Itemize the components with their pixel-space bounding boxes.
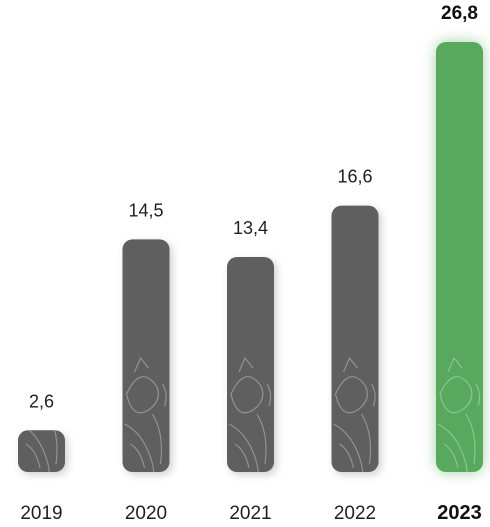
value-label-2021: 13,4 (233, 218, 268, 238)
bar-pattern-2023 (437, 356, 481, 472)
bar-2019 (18, 430, 65, 472)
value-label-2022: 16,6 (337, 167, 372, 187)
bar-pattern-2019 (19, 430, 58, 472)
category-label-2019: 2019 (20, 503, 62, 524)
bar-pattern-2021 (228, 356, 272, 472)
category-label-2020: 2020 (125, 503, 167, 524)
value-label-2023: 26,8 (441, 3, 478, 24)
bar-2020 (122, 239, 170, 472)
value-label-2020: 14,5 (128, 200, 163, 220)
category-label-2023: 2023 (437, 502, 482, 524)
bar-2021 (227, 257, 274, 472)
bar-2022 (331, 205, 379, 473)
category-label-2021: 2021 (229, 503, 271, 524)
value-label-2019: 2,6 (29, 391, 54, 411)
category-label-2022: 2022 (334, 503, 376, 524)
bar-pattern-2020 (124, 356, 167, 472)
bar-2023 (436, 42, 483, 472)
bar-pattern-2022 (333, 356, 376, 473)
